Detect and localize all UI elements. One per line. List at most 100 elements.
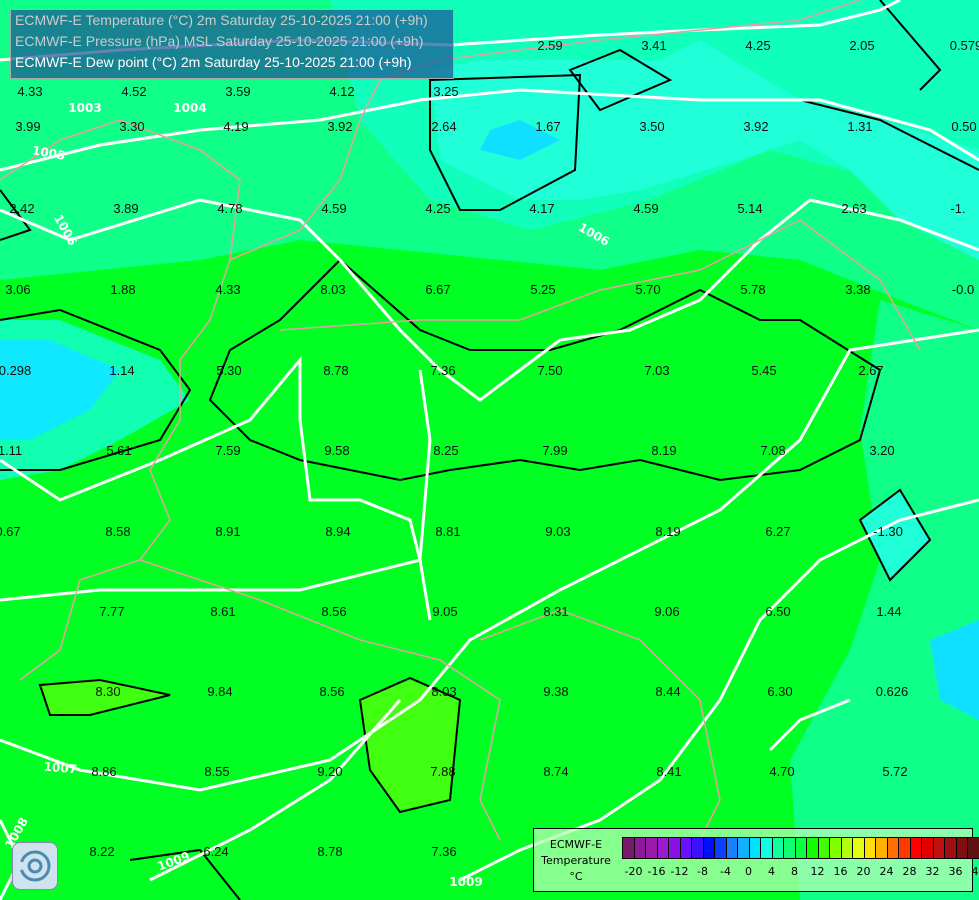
point-value: 8.56: [319, 684, 344, 699]
point-value: 5.14: [737, 201, 762, 216]
point-value: 8.19: [655, 524, 680, 539]
legend-swatch: [669, 838, 681, 858]
point-value: 1.67: [535, 119, 560, 134]
isobar-label: 1003: [68, 101, 101, 115]
point-value: 7.08: [760, 443, 785, 458]
legend-tick: -20: [624, 865, 643, 878]
legend-swatch: [887, 838, 899, 858]
point-value: 8.81: [435, 524, 460, 539]
point-value: 1.31: [847, 119, 872, 134]
point-value: 8.31: [543, 604, 568, 619]
point-value: 8.86: [91, 764, 116, 779]
point-value: 0.579: [950, 38, 979, 53]
legend-swatch: [634, 838, 646, 858]
point-value: 5.72: [882, 764, 907, 779]
point-value: 8.55: [204, 764, 229, 779]
layer-temperature[interactable]: ECMWF-E Temperature (°C) 2m Saturday 25-…: [15, 12, 428, 28]
point-value: 8.78: [323, 363, 348, 378]
point-value: 8.74: [543, 764, 568, 779]
legend-swatch: [623, 838, 635, 858]
point-value: 3.20: [869, 443, 894, 458]
legend-swatch: [772, 838, 784, 858]
point-value: 9.06: [654, 604, 679, 619]
point-value: 2.64: [431, 119, 456, 134]
legend-swatch: [715, 838, 727, 858]
point-value: 8.78: [317, 844, 342, 859]
point-value: 4.59: [321, 201, 346, 216]
legend-tick: 12: [810, 865, 825, 878]
point-value: 4.33: [17, 84, 42, 99]
legend-swatch: [749, 838, 761, 858]
point-value: 2.59: [537, 38, 562, 53]
legend-swatch: [703, 838, 715, 858]
point-value: 4.25: [745, 38, 770, 53]
point-value: 8.22: [89, 844, 114, 859]
layer-pressure[interactable]: ECMWF-E Pressure (hPa) MSL Saturday 25-1…: [15, 33, 424, 49]
point-value: 5.61: [106, 443, 131, 458]
point-value: -1.: [950, 201, 965, 216]
point-value: 3.92: [743, 119, 768, 134]
legend-tick: 8: [791, 865, 798, 878]
legend-swatch: [956, 838, 968, 858]
point-value: 0.298: [0, 363, 31, 378]
point-value: 4.17: [529, 201, 554, 216]
point-value: 6.30: [767, 684, 792, 699]
isobar-label: 1007: [43, 760, 77, 777]
point-value: 7.36: [431, 844, 456, 859]
point-value: 7.50: [537, 363, 562, 378]
legend-tick: 28: [902, 865, 917, 878]
point-value: 6.67: [425, 282, 450, 297]
logo-icon: [12, 842, 58, 890]
point-value: 2.42: [9, 201, 34, 216]
point-value: 8.61: [210, 604, 235, 619]
legend-swatch: [646, 838, 658, 858]
legend-tick: 16: [833, 865, 848, 878]
point-value: 7.36: [430, 363, 455, 378]
point-value: 6.24: [203, 844, 228, 859]
point-value: 2.63: [841, 201, 866, 216]
legend-tick: 36: [948, 865, 963, 878]
point-value: 8.03: [320, 282, 345, 297]
point-value: 0.626: [876, 684, 909, 699]
legend-tick: 32: [925, 865, 940, 878]
legend-swatch: [899, 838, 911, 858]
legend-swatch: [657, 838, 669, 858]
point-value: 8.58: [105, 524, 130, 539]
point-value: 9.03: [545, 524, 570, 539]
point-value: 1.14: [109, 363, 134, 378]
legend-swatch: [922, 838, 934, 858]
legend-swatch: [795, 838, 807, 858]
legend-swatch: [876, 838, 888, 858]
point-value: 3.41: [641, 38, 666, 53]
point-value: 7.99: [542, 443, 567, 458]
legend-colorbar: [622, 837, 979, 859]
point-value: -0.0: [952, 282, 974, 297]
point-value: 0.50: [951, 119, 976, 134]
point-value: 5.45: [751, 363, 776, 378]
point-value: 8.03: [431, 684, 456, 699]
legend-swatch: [680, 838, 692, 858]
legend-swatch: [933, 838, 945, 858]
point-value: 5.78: [740, 282, 765, 297]
point-value: 8.44: [655, 684, 680, 699]
point-value: 9.20: [317, 764, 342, 779]
point-value: 4.25: [425, 201, 450, 216]
isobar-label: 1005: [31, 143, 66, 163]
point-value: 1.11: [0, 443, 22, 458]
isobar-label: 1009: [449, 875, 482, 889]
point-value: 8.94: [325, 524, 350, 539]
point-value: 6.27: [765, 524, 790, 539]
color-legend: ECMWF-E Temperature °C -20 -16 -12 -8 -4 0 4 8 1…: [533, 828, 979, 892]
legend-swatch: [968, 838, 979, 858]
point-value: 8.41: [656, 764, 681, 779]
point-value: 5.30: [216, 363, 241, 378]
point-value: 8.91: [215, 524, 240, 539]
point-value: 7.88: [430, 764, 455, 779]
point-value: 3.50: [639, 119, 664, 134]
point-value: 9.05: [432, 604, 457, 619]
point-value: 9.84: [207, 684, 232, 699]
layer-dewpoint[interactable]: ECMWF-E Dew point (°C) 2m Saturday 25-10…: [15, 54, 412, 70]
